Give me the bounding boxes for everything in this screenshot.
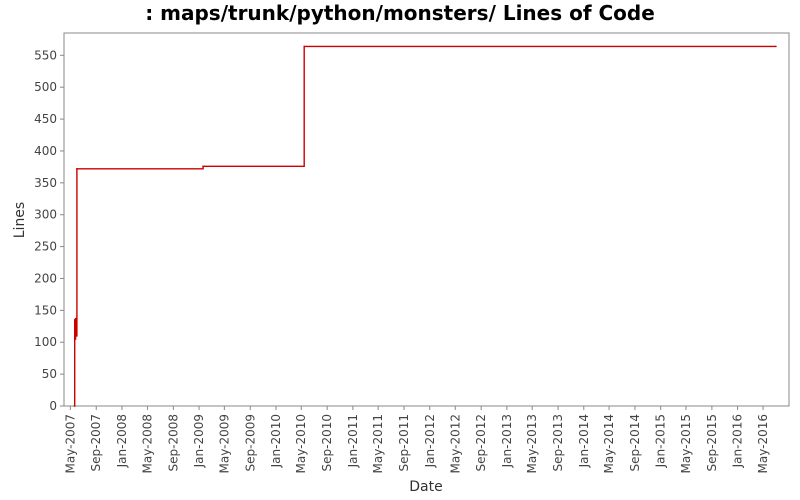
data-point [74, 338, 76, 340]
y-axis: 0 50 100 150 200 250 300 350 400 450 500 550 [34, 48, 64, 413]
x-tick-label: Sep-2015 [705, 414, 719, 472]
x-tick-label: Jan-2015 [654, 414, 668, 468]
x-tick-label: May-2012 [448, 414, 462, 473]
x-tick-label: Sep-2007 [89, 414, 103, 472]
x-tick-label: Jan-2012 [423, 414, 437, 468]
x-tick-label: May-2010 [294, 414, 308, 473]
y-tick-label: 350 [34, 176, 57, 190]
x-tick-label: Sep-2008 [166, 414, 180, 472]
x-axis: May-2007 Sep-2007 Jan-2008 May-2008 Sep-2008… [63, 406, 770, 473]
x-tick-label: May-2016 [756, 414, 770, 473]
chart-title: : maps/trunk/python/monsters/ Lines of C… [145, 1, 655, 25]
y-tick-label: 150 [34, 303, 57, 317]
x-tick-label: Jan-2010 [269, 414, 283, 468]
plot-area [63, 32, 790, 407]
series-layer [73, 45, 777, 407]
x-tick-label: May-2011 [371, 414, 385, 473]
x-tick-label: Sep-2012 [474, 414, 488, 472]
x-tick-label: May-2013 [525, 414, 539, 473]
data-point [202, 165, 204, 168]
data-point [74, 317, 77, 320]
y-axis-label: Lines [12, 202, 28, 238]
y-tick-label: 200 [34, 271, 57, 285]
y-tick-label: 0 [49, 399, 57, 413]
x-tick-label: May-2007 [63, 414, 77, 473]
y-tick-label: 250 [34, 240, 57, 254]
data-point [75, 335, 77, 337]
x-tick-label: May-2014 [602, 414, 616, 473]
x-tick-label: Sep-2014 [628, 414, 642, 472]
y-tick-label: 500 [34, 80, 57, 94]
y-tick-label: 100 [34, 335, 57, 349]
data-point [303, 45, 305, 48]
x-tick-label: Sep-2011 [397, 414, 411, 472]
y-tick-label: 300 [34, 208, 57, 222]
x-tick-label: May-2015 [679, 414, 693, 473]
y-tick-label: 550 [34, 48, 57, 62]
y-tick-label: 50 [42, 367, 57, 381]
x-tick-label: Jan-2013 [500, 414, 514, 468]
x-tick-label: Sep-2013 [551, 414, 565, 472]
y-tick-label: 400 [34, 144, 57, 158]
data-point [775, 45, 777, 48]
data-point [73, 319, 76, 321]
data-point [73, 405, 76, 407]
data-point [76, 168, 78, 170]
x-axis-label: Date [409, 479, 442, 495]
y-tick-label: 450 [34, 112, 57, 126]
x-tick-label: Sep-2010 [320, 414, 334, 472]
x-tick-label: Jan-2014 [577, 414, 591, 468]
x-tick-label: May-2008 [140, 414, 154, 473]
x-tick-label: May-2009 [217, 414, 231, 473]
x-tick-label: Sep-2009 [243, 414, 257, 472]
x-tick-label: Jan-2011 [346, 414, 360, 468]
x-tick-label: Jan-2008 [115, 414, 129, 468]
x-tick-label: Jan-2009 [192, 414, 206, 468]
x-tick-label: Jan-2016 [731, 414, 745, 468]
